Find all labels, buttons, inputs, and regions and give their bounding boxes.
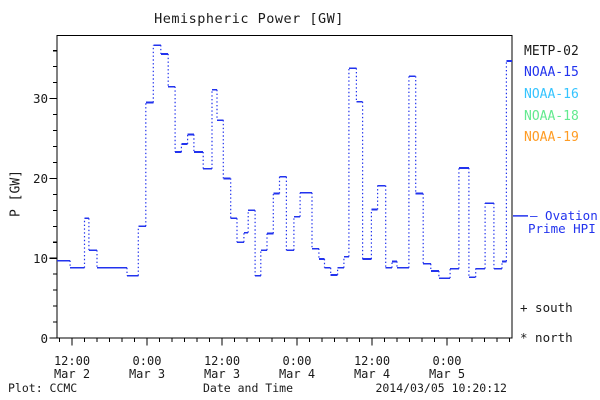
ovation-prime-label-line1: — Ovation xyxy=(530,208,598,223)
x-tick-time: 12:00 xyxy=(53,354,91,368)
y-axis-ticks xyxy=(49,50,57,339)
plot-timestamp: 2014/03/05 10:20:12 xyxy=(375,381,507,395)
x-tick-label-5: 0:00 Mar 5 xyxy=(419,355,475,380)
x-tick-time: 12:00 xyxy=(203,354,241,368)
x-tick-date: Mar 3 xyxy=(203,367,241,381)
x-axis-title: Date and Time xyxy=(202,381,293,395)
x-tick-label-1: 0:00 Mar 3 xyxy=(119,355,175,380)
x-tick-date: Mar 3 xyxy=(128,367,166,381)
x-axis-ticks xyxy=(58,338,511,346)
x-tick-time: 12:00 xyxy=(353,354,391,368)
x-tick-label-0: 12:00 Mar 2 xyxy=(44,355,100,380)
x-tick-label-4: 12:00 Mar 4 xyxy=(344,355,400,380)
y-tick-label-20: 20 xyxy=(32,171,48,186)
x-tick-time: 0:00 xyxy=(432,354,462,368)
legend-item-metp02: METP-02 xyxy=(524,44,579,59)
plot-frame xyxy=(56,34,513,339)
x-tick-date: Mar 4 xyxy=(278,367,316,381)
legend-item-noaa18: NOAA-18 xyxy=(524,109,579,124)
x-tick-label-2: 12:00 Mar 3 xyxy=(194,355,250,380)
chart-title: Hemispheric Power [GW] xyxy=(154,11,344,27)
marker-legend-north: * north xyxy=(520,330,573,345)
legend-item-noaa19: NOAA-19 xyxy=(524,130,579,145)
legend-item-noaa15: NOAA-15 xyxy=(524,65,579,80)
x-tick-time: 0:00 xyxy=(132,354,162,368)
ovation-prime-label-line2: Prime HPI xyxy=(528,221,596,236)
x-tick-time: 0:00 xyxy=(282,354,312,368)
x-tick-date: Mar 2 xyxy=(53,367,91,381)
hpi-step-line-verticals xyxy=(69,45,507,279)
y-tick-label-0: 0 xyxy=(40,331,48,346)
x-tick-label-3: 0:00 Mar 4 xyxy=(269,355,325,380)
hpi-step-line-horizontals xyxy=(57,44,512,279)
y-tick-label-30: 30 xyxy=(32,91,48,106)
x-tick-date: Mar 4 xyxy=(353,367,391,381)
y-tick-label-10: 10 xyxy=(32,251,48,266)
x-tick-date: Mar 5 xyxy=(428,367,466,381)
marker-legend-south: + south xyxy=(520,300,573,315)
y-axis-label: P [GW] xyxy=(8,170,24,217)
legend-item-noaa16: NOAA-16 xyxy=(524,87,579,102)
plot-source-label: Plot: CCMC xyxy=(8,381,78,395)
